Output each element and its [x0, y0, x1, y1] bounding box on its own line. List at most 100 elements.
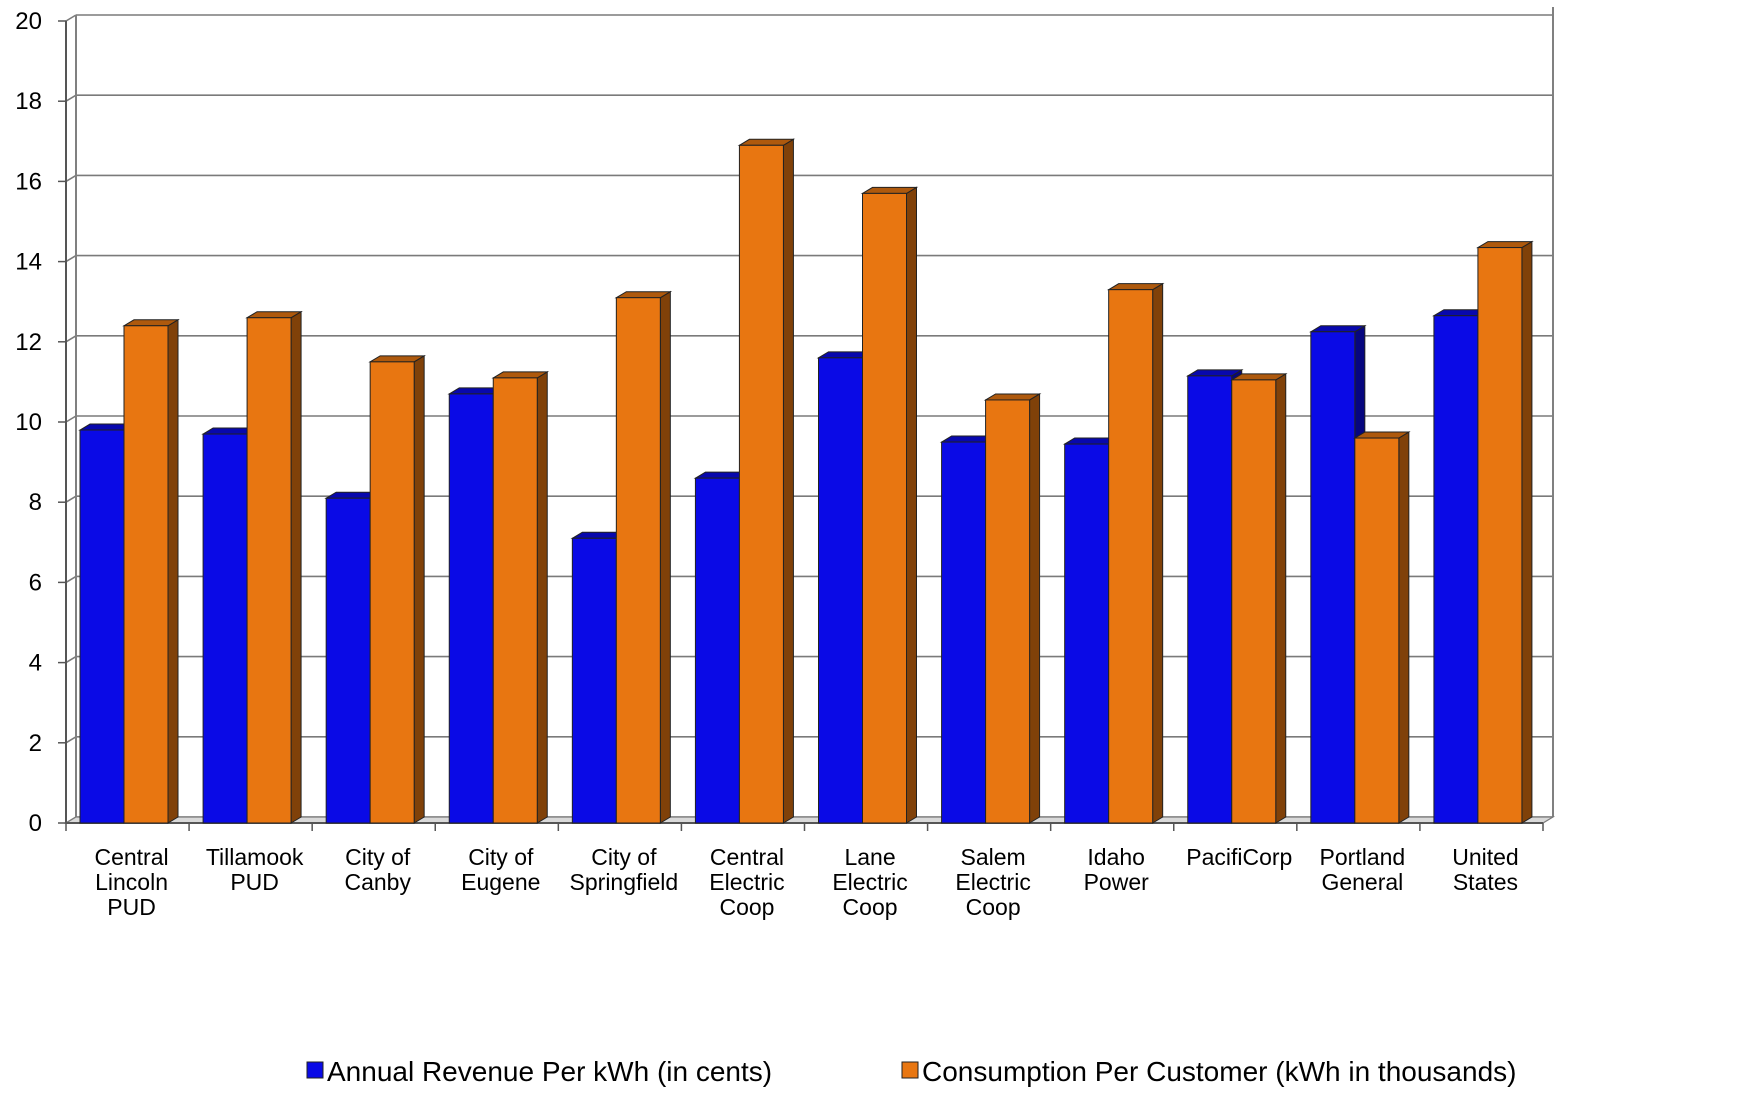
- bar-consumption: [737, 138, 796, 824]
- y-tick-label: 14: [15, 249, 42, 276]
- x-category-label: Portland General: [1320, 844, 1406, 895]
- bar-top-face: [245, 311, 303, 319]
- gridline-side: [65, 14, 77, 22]
- bar-revenue: [1432, 308, 1490, 824]
- bar-side-face: [1275, 373, 1287, 824]
- x-category-label: Salem Electric Coop: [955, 844, 1030, 920]
- bar-top-face: [860, 186, 919, 194]
- bar-front-face: [985, 399, 1031, 824]
- bar-front-face: [615, 297, 661, 824]
- x-category-label: United States: [1452, 844, 1518, 895]
- gridlines: [65, 14, 1553, 824]
- x-axis-categories: Central Lincoln PUD Tillamook PUD City of Canb…: [94, 844, 1518, 920]
- bar-side-face: [167, 318, 179, 824]
- bar-consumption: [1106, 282, 1165, 824]
- y-tick-label: 0: [29, 810, 42, 837]
- bar-front-face: [492, 377, 538, 824]
- bar-front-face: [818, 357, 863, 824]
- x-category-label: PacifiCorp: [1186, 844, 1292, 870]
- bar-front-face: [1231, 379, 1277, 824]
- x-category-label: Idaho Power: [1084, 844, 1150, 895]
- gridline-side: [65, 575, 77, 584]
- bar-front-face: [448, 393, 494, 824]
- gridline-side: [65, 254, 77, 263]
- bar-side-face: [782, 138, 794, 824]
- y-tick-label: 4: [29, 650, 42, 677]
- bar-front-face: [79, 429, 125, 824]
- bar-consumption: [614, 290, 673, 824]
- gridline-side: [65, 335, 77, 343]
- bar-front-face: [738, 144, 784, 824]
- bar-side-face: [1029, 393, 1041, 824]
- gridline-side: [65, 415, 77, 423]
- bar-consumption: [245, 310, 303, 824]
- bar-top-face: [983, 393, 1042, 401]
- gridline-side: [65, 655, 77, 664]
- legend-label-consumption: Consumption Per Customer (kWh in thousan…: [922, 1056, 1516, 1087]
- bar-top-face: [737, 138, 796, 146]
- y-tick-label: 16: [15, 168, 42, 195]
- bar-consumption: [1476, 240, 1534, 824]
- bar-consumption: [368, 354, 426, 824]
- bar-consumption: [860, 186, 919, 824]
- bar-side-face: [1152, 282, 1164, 824]
- bar-consumption: [1353, 431, 1411, 824]
- x-category-label: Tillamook PUD: [206, 844, 304, 895]
- bar-top-face: [1476, 241, 1534, 249]
- bar-consumption: [983, 393, 1042, 824]
- bar-side-face: [1521, 240, 1533, 824]
- legend-label-revenue: Annual Revenue Per kWh (in cents): [327, 1056, 772, 1087]
- bar-front-face: [325, 497, 371, 824]
- y-axis-ticks: 0 2 4 6 8 10 12 14 16 18 20: [15, 8, 1544, 837]
- bar-top-face: [1185, 369, 1244, 377]
- y-tick-label: 2: [29, 730, 42, 757]
- bar-front-face: [571, 537, 617, 824]
- bar-top-face: [614, 291, 673, 299]
- y-tick-label: 10: [15, 409, 42, 436]
- bar-top-face: [368, 355, 426, 363]
- bar-side-face: [413, 354, 425, 824]
- bar-side-face: [659, 290, 671, 824]
- bar-front-face: [369, 361, 415, 824]
- y-tick-label: 8: [29, 489, 42, 516]
- x-category-label: City of Eugene: [461, 844, 540, 895]
- bar-consumption: [122, 318, 180, 824]
- bar-front-face: [1477, 247, 1523, 824]
- legend-swatch-consumption: [901, 1061, 919, 1079]
- y-tick-label: 20: [15, 8, 42, 35]
- bars: [78, 138, 1534, 824]
- gridline-side: [65, 94, 77, 102]
- bar-front-face: [1310, 331, 1356, 824]
- legend-swatch-revenue: [306, 1061, 324, 1079]
- bar-top-face: [491, 371, 550, 379]
- bar-top-face: [1353, 431, 1411, 439]
- bar-side-face: [290, 310, 302, 824]
- legend: Annual Revenue Per kWh (in cents) Consum…: [306, 1056, 1516, 1087]
- bar-top-face: [1229, 373, 1288, 381]
- bar-front-face: [1187, 375, 1233, 824]
- bar-front-face: [1108, 289, 1154, 824]
- gridline-side: [65, 495, 77, 503]
- bar-front-face: [1354, 437, 1400, 824]
- bar-front-face: [694, 477, 740, 824]
- x-category-label: Lane Electric Coop: [832, 844, 907, 920]
- bar-top-face: [122, 319, 180, 327]
- bar-front-face: [1064, 443, 1110, 824]
- bar-front-face: [1433, 315, 1479, 824]
- x-category-label: Central Lincoln PUD: [94, 844, 168, 920]
- y-tick-label: 6: [29, 569, 42, 596]
- bar-side-face: [1398, 431, 1410, 824]
- bar-front-face: [123, 325, 169, 824]
- bar-front-face: [941, 441, 987, 824]
- y-tick-label: 12: [15, 329, 42, 356]
- gridline-side: [65, 174, 77, 183]
- bar-top-face: [1106, 283, 1165, 291]
- x-category-label: Central Electric Coop: [709, 844, 784, 920]
- bar-top-face: [1309, 325, 1367, 333]
- bar-front-face: [202, 433, 248, 824]
- x-category-label: City of Canby: [344, 844, 411, 895]
- bar-front-face: [246, 317, 292, 824]
- bar-front-face: [862, 192, 907, 824]
- gridline-side: [65, 736, 77, 744]
- bar-side-face: [536, 371, 548, 824]
